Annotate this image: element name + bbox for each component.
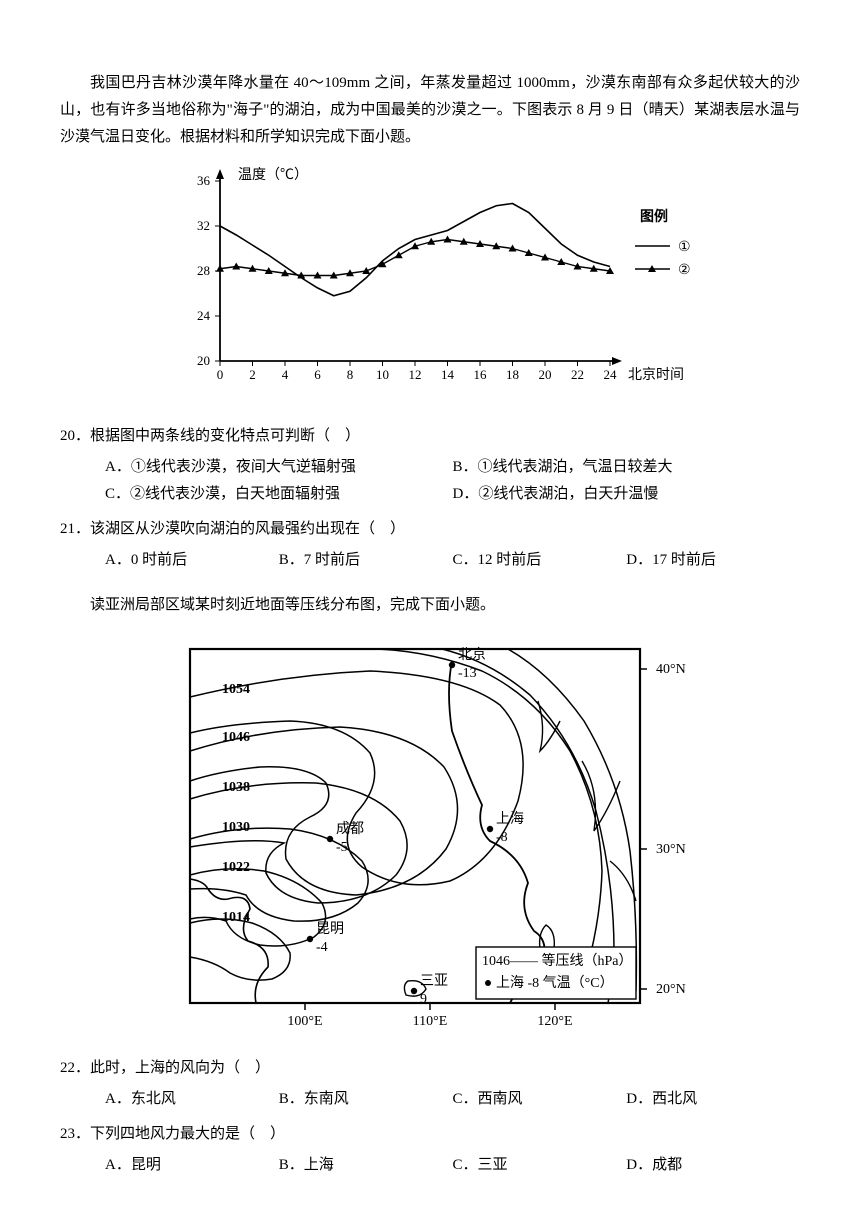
q20-options: A．①线代表沙漠，夜间大气逆辐射强 B．①线代表湖泊，气温日较差大 C．②线代表…	[60, 454, 800, 508]
q21-number: 21．	[60, 521, 90, 537]
q21-options: A．0 时前后 B．7 时前后 C．12 时前后 D．17 时前后	[60, 547, 800, 574]
q22-option-d: D．西北风	[626, 1086, 800, 1113]
q20-option-a: A．①线代表沙漠，夜间大气逆辐射强	[105, 454, 453, 481]
q20-number: 20．	[60, 428, 90, 444]
svg-text:上海: 上海	[496, 811, 524, 827]
svg-text:18: 18	[506, 367, 519, 382]
q22-option-c: C．西南风	[453, 1086, 627, 1113]
q23-option-c: C．三亚	[453, 1152, 627, 1179]
svg-text:1046: 1046	[222, 730, 250, 745]
svg-text:4: 4	[282, 367, 289, 382]
svg-text:10: 10	[376, 367, 389, 382]
svg-text:-8: -8	[496, 830, 508, 845]
q23-option-d: D．成都	[626, 1152, 800, 1179]
svg-text:24: 24	[604, 367, 618, 382]
q22-option-a: A．东北风	[105, 1086, 279, 1113]
svg-text:36: 36	[197, 173, 211, 188]
svg-text:-5: -5	[336, 840, 348, 855]
q22-option-b: B．东南风	[279, 1086, 453, 1113]
q23-stem: 下列四地风力最大的是（ ）	[90, 1126, 285, 1142]
q20-option-c: C．②线代表沙漠，白天地面辐射强	[105, 481, 453, 508]
question-23: 23．下列四地风力最大的是（ ）	[60, 1121, 800, 1148]
q21-option-c: C．12 时前后	[453, 547, 627, 574]
svg-text:②: ②	[678, 263, 691, 278]
svg-text:22: 22	[571, 367, 584, 382]
svg-text:三亚: 三亚	[420, 974, 448, 989]
temperature-chart-svg: 2024283236024681012141618202224温度（℃）北京时间…	[150, 161, 710, 401]
svg-text:30°N: 30°N	[656, 842, 686, 857]
temperature-chart: 2024283236024681012141618202224温度（℃）北京时间…	[60, 161, 800, 411]
q22-stem: 此时，上海的风向为（ ）	[90, 1060, 270, 1076]
svg-text:32: 32	[197, 218, 210, 233]
q21-option-a: A．0 时前后	[105, 547, 279, 574]
svg-text:9: 9	[420, 992, 427, 1007]
q22-number: 22．	[60, 1060, 90, 1076]
q23-option-b: B．上海	[279, 1152, 453, 1179]
svg-text:1054: 1054	[222, 682, 250, 697]
svg-text:-4: -4	[316, 940, 328, 955]
svg-text:北京时间: 北京时间	[628, 367, 684, 383]
isobar-map-svg: 40°N 30°N 20°N 100°E 110°E 120°E 1054 1046 1038 1…	[130, 631, 730, 1031]
q21-option-d: D．17 时前后	[626, 547, 800, 574]
svg-text:1038: 1038	[222, 780, 250, 795]
svg-text:2: 2	[249, 367, 256, 382]
q20-stem: 根据图中两条线的变化特点可判断（ ）	[90, 428, 360, 444]
svg-text:-13: -13	[458, 666, 477, 681]
question-21: 21．该湖区从沙漠吹向湖泊的风最强约出现在（ ）	[60, 516, 800, 543]
q21-stem: 该湖区从沙漠吹向湖泊的风最强约出现在（ ）	[90, 521, 405, 537]
svg-text:40°N: 40°N	[656, 662, 686, 677]
question-20: 20．根据图中两条线的变化特点可判断（ ）	[60, 423, 800, 450]
svg-text:16: 16	[474, 367, 488, 382]
svg-text:1030: 1030	[222, 820, 250, 835]
svg-text:6: 6	[314, 367, 321, 382]
q20-option-d: D．②线代表湖泊，白天升温慢	[453, 481, 801, 508]
q22-options: A．东北风 B．东南风 C．西南风 D．西北风	[60, 1086, 800, 1113]
svg-text:昆明: 昆明	[316, 922, 344, 937]
svg-text:8: 8	[347, 367, 354, 382]
svg-text:1046—— 等压线（hPa）: 1046—— 等压线（hPa）	[482, 952, 633, 969]
svg-text:1014: 1014	[222, 910, 250, 925]
svg-text:20°N: 20°N	[656, 982, 686, 997]
svg-text:20: 20	[539, 367, 552, 382]
q21-option-b: B．7 时前后	[279, 547, 453, 574]
svg-text:24: 24	[197, 308, 211, 323]
svg-text:成都: 成都	[336, 821, 364, 837]
svg-text:120°E: 120°E	[537, 1014, 572, 1029]
q23-number: 23．	[60, 1126, 90, 1142]
q23-option-a: A．昆明	[105, 1152, 279, 1179]
question-22: 22．此时，上海的风向为（ ）	[60, 1055, 800, 1082]
q23-options: A．昆明 B．上海 C．三亚 D．成都	[60, 1152, 800, 1179]
svg-text:0: 0	[217, 367, 224, 382]
svg-text:上海 -8 气温（°C）: 上海 -8 气温（°C）	[496, 975, 614, 991]
svg-text:110°E: 110°E	[413, 1014, 448, 1029]
intro-paragraph-1: 我国巴丹吉林沙漠年降水量在 40～109mm 之间，年蒸发量超过 1000mm，…	[60, 70, 800, 151]
svg-text:100°E: 100°E	[287, 1014, 322, 1029]
svg-text:28: 28	[197, 263, 210, 278]
isobar-map: 40°N 30°N 20°N 100°E 110°E 120°E 1054 1046 1038 1…	[60, 631, 800, 1041]
q20-option-b: B．①线代表湖泊，气温日较差大	[453, 454, 801, 481]
svg-text:14: 14	[441, 367, 455, 382]
svg-text:1022: 1022	[222, 860, 250, 875]
svg-text:北京: 北京	[458, 647, 486, 663]
svg-text:温度（℃）: 温度（℃）	[238, 167, 308, 183]
intro-paragraph-2: 读亚洲局部区域某时刻近地面等压线分布图，完成下面小题。	[60, 592, 800, 619]
svg-text:图例: 图例	[640, 208, 668, 225]
svg-text:20: 20	[197, 353, 210, 368]
svg-text:12: 12	[409, 367, 422, 382]
svg-text:①: ①	[678, 240, 691, 255]
